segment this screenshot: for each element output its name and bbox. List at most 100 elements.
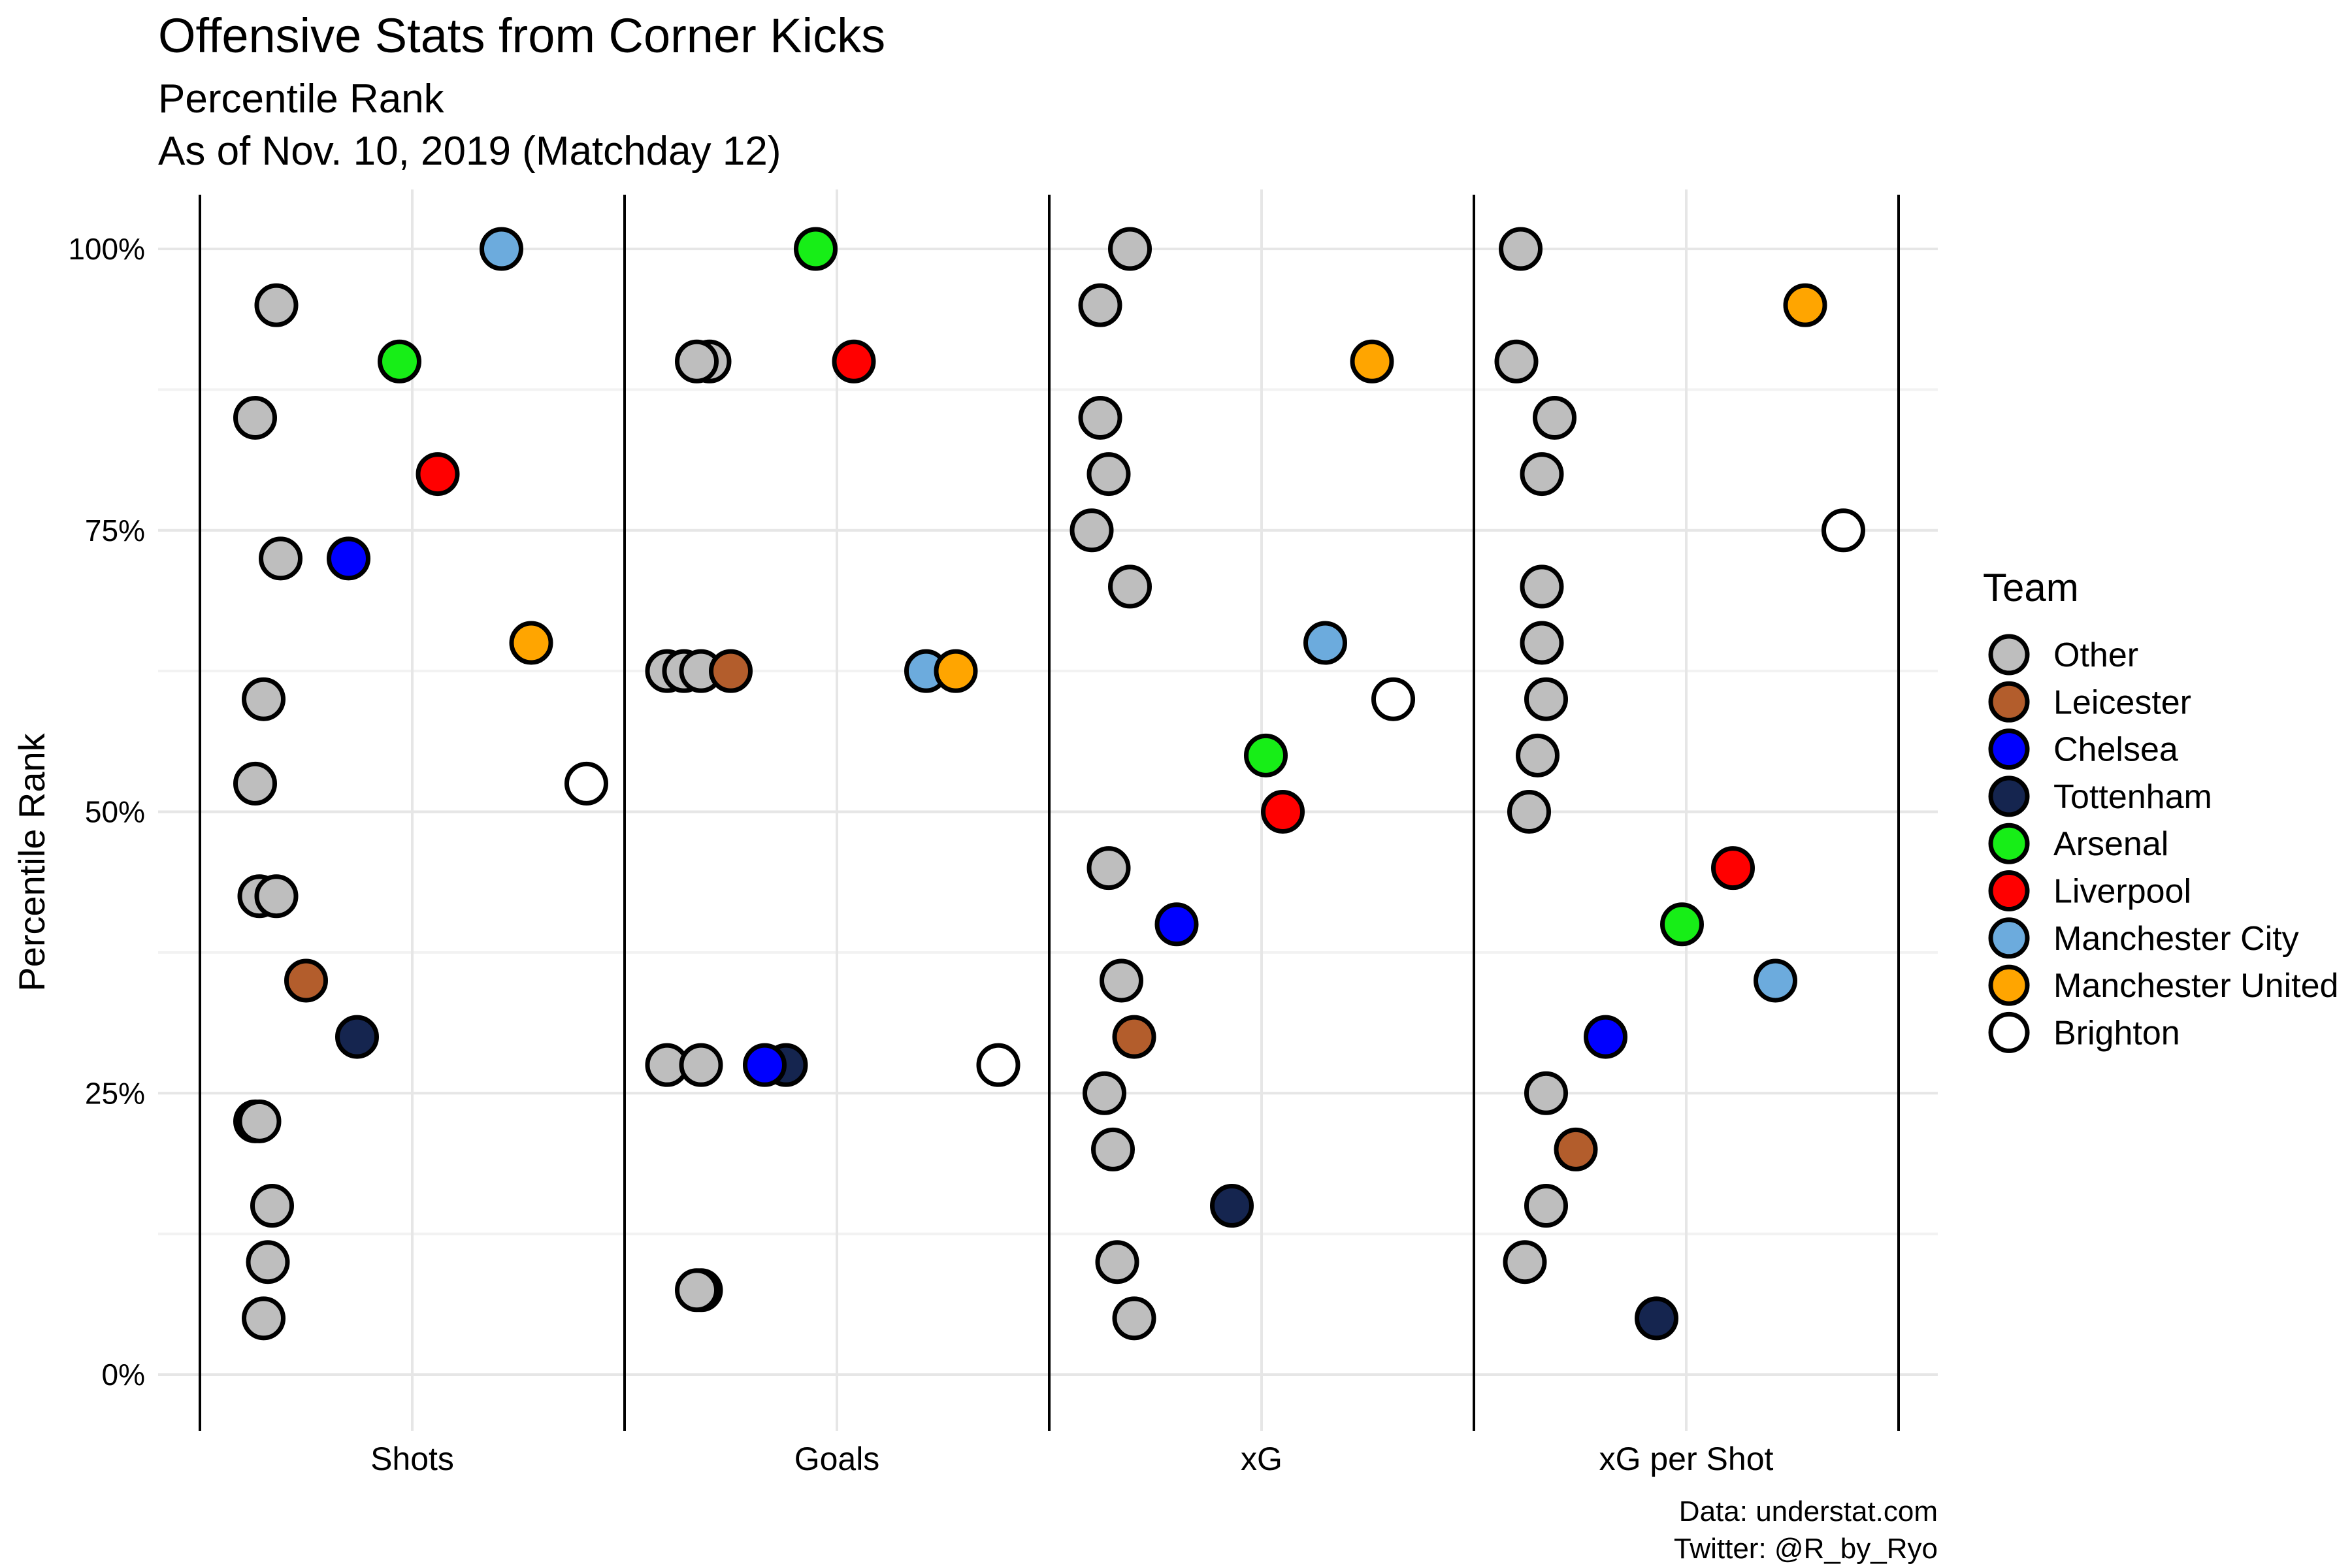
data-point — [743, 1043, 787, 1087]
data-point — [1533, 395, 1576, 440]
category-dividers — [199, 195, 1900, 1431]
data-point — [509, 621, 553, 665]
x-category-label: Goals — [794, 1441, 880, 1477]
data-point — [1261, 790, 1305, 834]
data-point — [1244, 733, 1288, 777]
data-point — [242, 1296, 286, 1341]
chart-subtitle-line1: Percentile Rank — [158, 76, 445, 122]
legend-key — [1988, 776, 2030, 817]
data-point — [480, 227, 523, 271]
x-category-label: xG — [1241, 1441, 1282, 1477]
legend-key — [1988, 870, 2030, 911]
data-point — [1711, 846, 1755, 890]
data-point — [1520, 564, 1564, 609]
legend-label: Brighton — [2053, 1014, 2180, 1052]
data-point — [1112, 1296, 1156, 1341]
data-point — [564, 761, 608, 806]
data-point — [233, 395, 277, 440]
data-point — [327, 536, 370, 581]
data-point — [1524, 1071, 1568, 1115]
data-point — [675, 339, 719, 384]
data-point — [416, 452, 460, 497]
data-point — [1100, 958, 1143, 1003]
data-point — [284, 958, 328, 1003]
data-point — [242, 677, 286, 721]
data-point — [1520, 621, 1564, 665]
y-tick-label: 50% — [85, 795, 145, 829]
legend-label: Chelsea — [2053, 731, 2178, 769]
data-point — [1078, 395, 1122, 440]
data-point — [259, 536, 302, 581]
data-point — [1494, 339, 1539, 384]
y-tick-label: 0% — [102, 1358, 145, 1392]
x-category-label: xG per Shot — [1599, 1441, 1774, 1477]
legend-key — [1988, 634, 2030, 676]
y-tick-label: 75% — [85, 514, 145, 547]
data-point — [1660, 902, 1704, 947]
data-point — [1821, 508, 1865, 553]
legend-key — [1988, 964, 2030, 1006]
legend-label: Other — [2053, 636, 2138, 674]
data-point — [1516, 733, 1560, 777]
caption-twitter: Twitter: @R_by_Ryo — [1674, 1533, 1938, 1565]
data-point — [1086, 846, 1131, 890]
legend-label: Tottenham — [2053, 778, 2212, 816]
data-point — [675, 1268, 719, 1313]
data-point — [246, 1240, 290, 1284]
data-point — [1070, 508, 1114, 553]
data-point — [378, 339, 421, 384]
data-point — [1524, 1184, 1568, 1228]
legend: Team Other Leicester Chelsea Tottenham Arsen… — [1983, 566, 2338, 1053]
data-point — [1108, 227, 1152, 271]
data-point — [934, 649, 978, 693]
data-point — [1303, 621, 1347, 665]
data-point — [335, 1015, 379, 1059]
data-point — [679, 1043, 723, 1087]
legend-label: Leicester — [2053, 683, 2191, 721]
data-point — [794, 227, 838, 271]
data-point — [1520, 452, 1564, 497]
data-point — [1210, 1184, 1254, 1228]
y-axis-ticks: 0% 25% 50% 75% 100% — [68, 232, 145, 1392]
chart-title: Offensive Stats from Corner Kicks — [158, 8, 885, 63]
data-point — [976, 1043, 1021, 1087]
data-point — [1112, 1015, 1156, 1059]
chart-subtitle-line2: As of Nov. 10, 2019 (Matchday 12) — [158, 129, 781, 174]
data-point — [1086, 452, 1131, 497]
data-point — [1083, 1071, 1126, 1115]
data-point — [1554, 1127, 1598, 1171]
data-point — [1524, 677, 1568, 721]
legend-label: Liverpool — [2053, 873, 2191, 911]
data-point — [1078, 283, 1122, 327]
legend-key — [1988, 917, 2030, 959]
data-point — [1584, 1015, 1627, 1059]
data-point — [1783, 283, 1827, 327]
legend-label: Manchester City — [2053, 920, 2299, 958]
data-point — [1108, 564, 1152, 609]
data-point — [1503, 1240, 1547, 1284]
y-axis-title: Percentile Rank — [11, 732, 52, 991]
data-point — [709, 649, 753, 693]
data-point — [1091, 1127, 1135, 1171]
data-point — [1754, 958, 1797, 1003]
legend-key — [1988, 823, 2030, 864]
caption-source: Data: understat.com — [1679, 1495, 1938, 1527]
data-point — [250, 1184, 294, 1228]
y-tick-label: 25% — [85, 1076, 145, 1110]
legend-title: Team — [1983, 566, 2079, 610]
legend-key — [1988, 681, 2030, 723]
data-point — [832, 339, 876, 384]
x-category-label: Shots — [370, 1441, 454, 1477]
y-tick-label: 100% — [68, 232, 145, 266]
data-point — [1154, 902, 1199, 947]
data-point — [1507, 790, 1551, 834]
legend-key — [1988, 1011, 2030, 1053]
data-point — [1635, 1296, 1678, 1341]
data-point — [237, 1099, 282, 1143]
data-point — [1350, 339, 1394, 384]
data-point — [254, 283, 299, 327]
data-point — [1371, 677, 1415, 721]
x-axis-categories: Shots Goals xG xG per Shot — [370, 1441, 1773, 1477]
